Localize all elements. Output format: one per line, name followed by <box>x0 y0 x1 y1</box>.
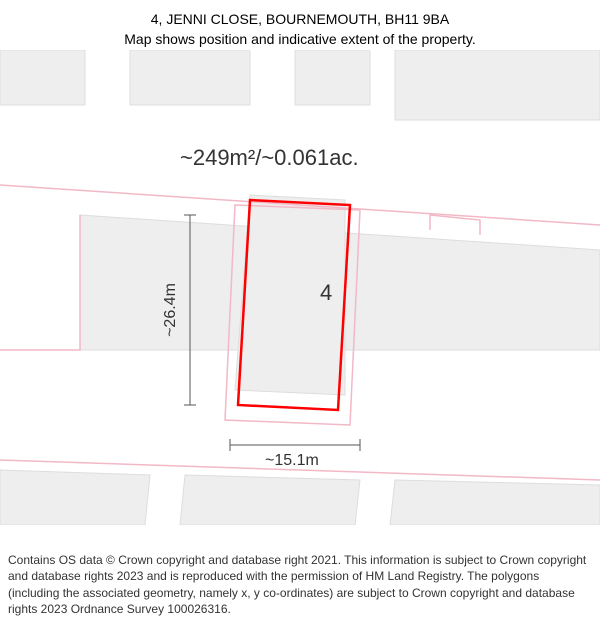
building-shape <box>130 50 250 105</box>
building-shape <box>395 50 600 120</box>
copyright-footer: Contains OS data © Crown copyright and d… <box>0 552 600 625</box>
building-shape <box>0 470 150 525</box>
building-shape <box>0 50 85 105</box>
header: 4, JENNI CLOSE, BOURNEMOUTH, BH11 9BA Ma… <box>0 0 600 49</box>
page-subtitle: Map shows position and indicative extent… <box>0 30 600 50</box>
property-map: ~249m²/~0.061ac. 4 ~26.4m ~15.1m <box>0 50 600 525</box>
building-shape <box>295 50 370 105</box>
parcel-line <box>0 215 80 350</box>
house-number: 4 <box>320 280 332 305</box>
page-title: 4, JENNI CLOSE, BOURNEMOUTH, BH11 9BA <box>0 10 600 30</box>
map-svg: ~249m²/~0.061ac. 4 ~26.4m ~15.1m <box>0 50 600 525</box>
dim-label-height: ~26.4m <box>162 283 179 337</box>
area-label: ~249m²/~0.061ac. <box>180 145 359 170</box>
building-shape <box>390 480 600 525</box>
dim-label-width: ~15.1m <box>265 452 319 469</box>
parcel-line <box>430 215 480 235</box>
building-shape <box>180 475 360 525</box>
